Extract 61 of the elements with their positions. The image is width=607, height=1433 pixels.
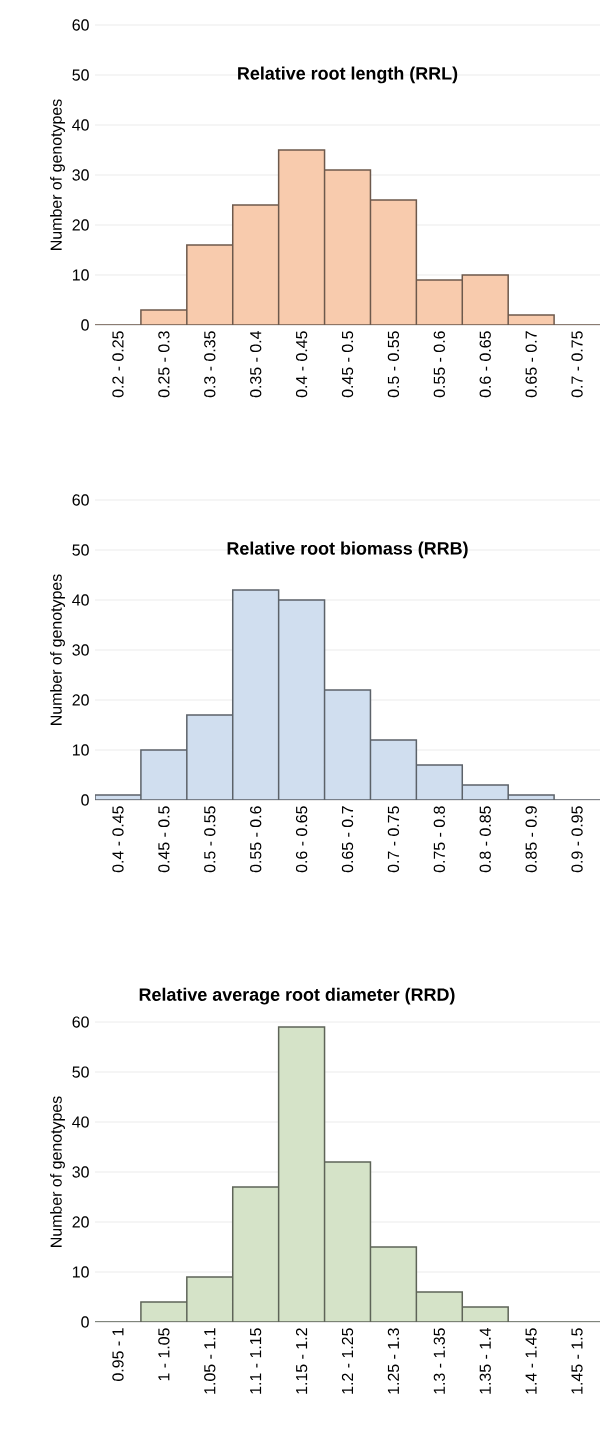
y-tick-label: 0 (81, 1316, 89, 1328)
y-tick-label: 50 (72, 69, 89, 81)
x-tick-label: 1.1 - 1.15 (250, 1328, 262, 1394)
x-tick-label: 0.7 - 0.75 (571, 331, 583, 398)
y-axis-title: Number of genotypes (50, 99, 65, 250)
x-tick-label: 0.6 - 0.65 (295, 806, 308, 873)
x-tick-label: 0.35 - 0.4 (250, 331, 262, 398)
y-tick-label: 40 (72, 1116, 89, 1128)
x-tick-label: 0.4 - 0.45 (295, 331, 308, 398)
x-tick-label: 0.65 - 0.7 (525, 331, 537, 398)
x-tick-label: 0.5 - 0.55 (204, 806, 216, 873)
y-tick-label: 30 (72, 644, 89, 656)
text: Relative root length (RRL) (238, 66, 458, 84)
y-tick-label: 10 (72, 269, 89, 281)
x-tick-label: 0.2 - 0.25 (112, 331, 124, 398)
y-tick-label: 10 (72, 1266, 89, 1278)
chart-title: Relative average root diameter (RRD) (139, 987, 455, 1005)
y-tick-label: 30 (72, 169, 89, 181)
x-tick-label: 0.7 - 0.75 (387, 806, 400, 873)
x-tick-label: 0.75 - 0.8 (433, 806, 445, 873)
y-tick-label: 50 (72, 1066, 89, 1078)
y-tick-label: 60 (72, 19, 89, 31)
x-tick-label: 1.25 - 1.3 (387, 1328, 400, 1394)
x-tick-label: 0.5 - 0.55 (387, 331, 400, 398)
x-tick-label: 1.05 - 1.1 (204, 1328, 216, 1394)
y-tick-label: 40 (72, 119, 89, 131)
y-tick-label: 10 (72, 744, 89, 756)
y-axis-title: Number of genotypes (50, 574, 65, 725)
x-tick-label: 1.3 - 1.35 (433, 1328, 445, 1394)
x-tick-label: 0.95 - 1 (112, 1328, 124, 1381)
x-tick-label: 1.4 - 1.45 (525, 1328, 537, 1394)
x-tick-label: 0.6 - 0.65 (479, 331, 491, 398)
x-tick-label: 0.25 - 0.3 (158, 331, 170, 398)
x-tick-label: 1.2 - 1.25 (341, 1328, 354, 1394)
x-tick-label: 1.15 - 1.2 (295, 1328, 308, 1394)
x-tick-label: 1 - 1.05 (158, 1328, 170, 1381)
x-tick-label: 0.55 - 0.6 (433, 331, 445, 398)
bar (140, 749, 188, 800)
x-tick-label: 0.9 - 0.95 (571, 806, 583, 873)
x-tick-label: 0.55 - 0.6 (250, 806, 262, 873)
x-tick-label: 1.35 - 1.4 (479, 1328, 491, 1394)
x-tick-label: 0.85 - 0.9 (525, 806, 537, 873)
text: Relative root biomass (RRB) (227, 541, 468, 559)
x-tick-label: 0.4 - 0.45 (112, 806, 124, 873)
y-tick-label: 40 (72, 594, 89, 606)
x-tick-label: 0.8 - 0.85 (479, 806, 491, 873)
y-tick-label: 60 (72, 494, 89, 506)
x-tick-label: 0.3 - 0.35 (204, 331, 216, 398)
x-tick-label: 0.45 - 0.5 (158, 806, 170, 873)
y-tick-label: 0 (81, 794, 89, 806)
y-tick-label: 20 (72, 219, 89, 231)
y-tick-label: 0 (81, 319, 89, 331)
y-tick-label: 20 (72, 694, 89, 706)
y-tick-label: 60 (72, 1016, 89, 1028)
y-tick-label: 50 (72, 544, 89, 556)
y-tick-label: 30 (72, 1166, 89, 1178)
x-tick-label: 0.45 - 0.5 (341, 331, 354, 398)
x-tick-label: 0.65 - 0.7 (341, 806, 354, 873)
y-axis-title: Number of genotypes (50, 1096, 65, 1247)
x-tick-label: 1.45 - 1.5 (571, 1328, 583, 1394)
y-tick-label: 20 (72, 1216, 89, 1228)
